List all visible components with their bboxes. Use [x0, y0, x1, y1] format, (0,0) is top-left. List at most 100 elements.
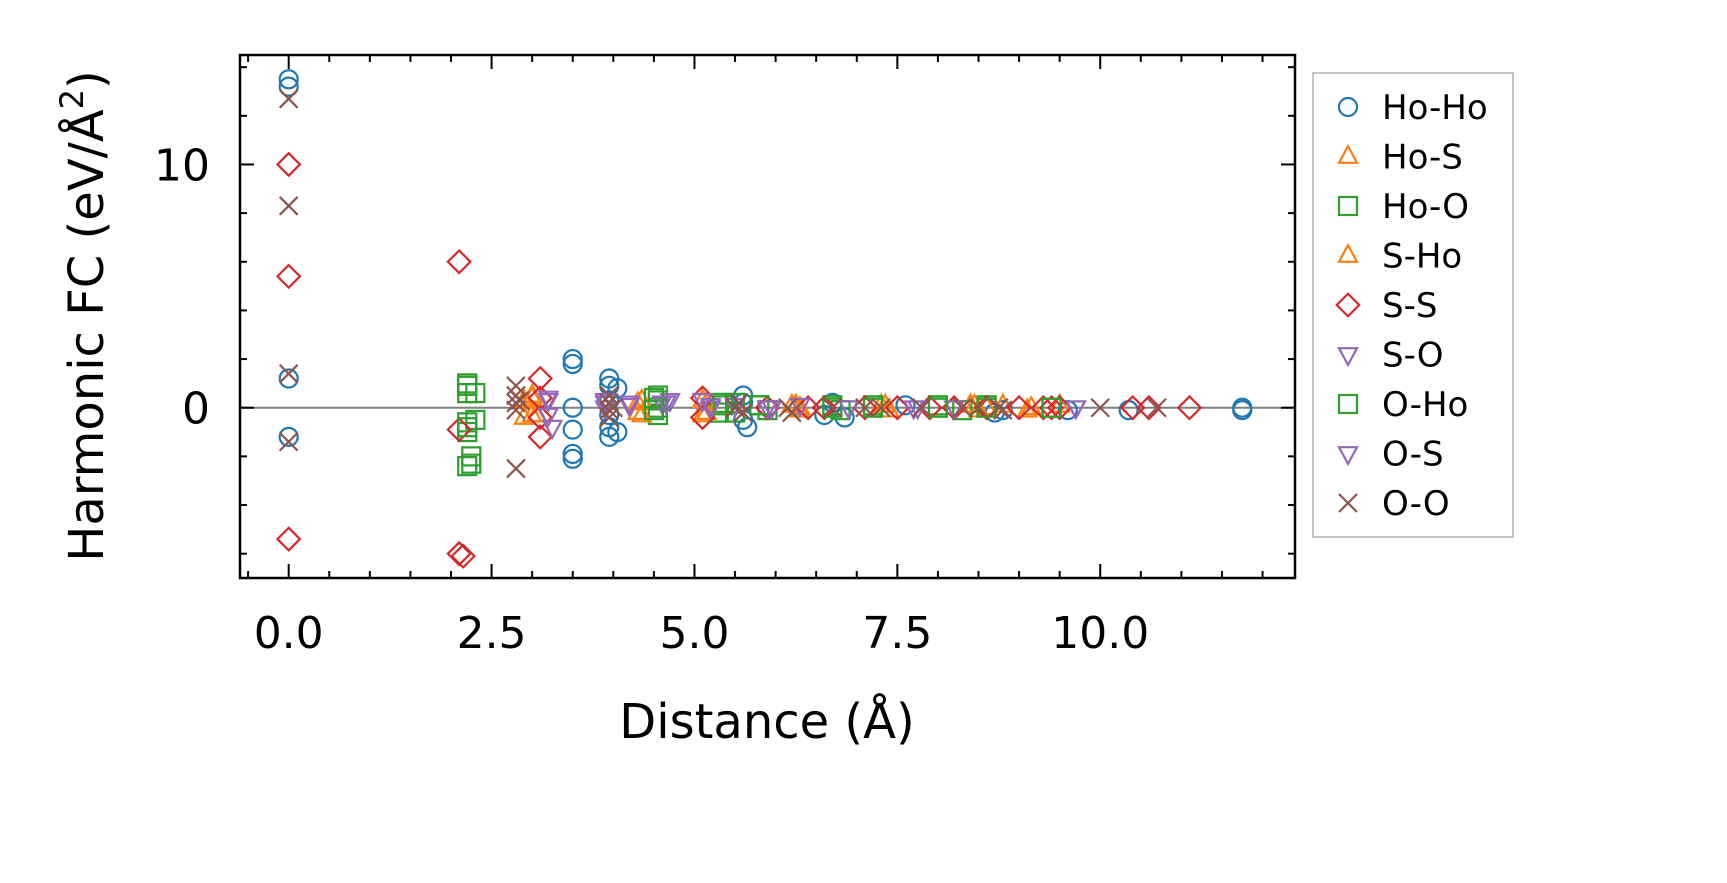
data-point: [607, 421, 628, 443]
data-point: [837, 400, 860, 421]
legend-marker: [1337, 446, 1359, 467]
data-point: [1136, 394, 1162, 421]
legend-item: O-O: [1338, 484, 1450, 524]
data-point: [278, 76, 299, 97]
y-axis-title-closing: ): [59, 70, 115, 89]
data-point: [541, 419, 564, 440]
data-point: [506, 393, 526, 413]
data-point: [630, 402, 653, 423]
data-point: [461, 453, 482, 474]
legend-label: Ho-O: [1382, 187, 1469, 227]
series-ho-ho: [278, 69, 1253, 469]
data-point: [537, 393, 560, 414]
legend-label: S-Ho: [1382, 237, 1462, 277]
data-point: [562, 448, 583, 469]
legend-label: O-O: [1382, 484, 1450, 524]
legend-marker: [1337, 347, 1359, 368]
legend-marker: [1338, 493, 1358, 513]
data-point: [989, 397, 1009, 418]
data-point: [699, 400, 722, 421]
x-tick-label: 2.5: [457, 608, 527, 659]
data-point: [562, 353, 583, 375]
data-point: [446, 248, 472, 275]
data-point: [527, 404, 554, 431]
tick-labels-layer: 0.0 2.5 5.0 7.5 10.0 0 10: [154, 140, 1149, 659]
data-point: [789, 397, 811, 418]
data-point: [275, 151, 302, 178]
data-point: [506, 458, 526, 479]
data-point: [275, 263, 302, 290]
data-point: [275, 526, 302, 552]
data-point: [1038, 394, 1065, 421]
y-axis-title-superscript: 2: [53, 89, 91, 109]
y-tick-label: 10: [154, 140, 210, 191]
data-point: [278, 363, 299, 384]
data-point: [822, 397, 843, 418]
data-point: [626, 390, 649, 411]
data-point: [278, 69, 299, 90]
data-point: [278, 196, 299, 216]
data-point: [599, 407, 620, 428]
data-point: [562, 443, 583, 465]
data-point: [599, 400, 620, 420]
data-point: [1090, 397, 1111, 418]
data-point: [527, 424, 554, 450]
legend-item: Ho-S: [1337, 138, 1463, 178]
data-point: [729, 393, 749, 413]
legend-label: S-O: [1382, 336, 1444, 376]
data-point: [760, 400, 783, 421]
data-point: [599, 385, 620, 406]
data-point: [855, 397, 875, 418]
x-tick-label: 10.0: [1051, 608, 1149, 659]
data-point: [952, 397, 973, 418]
data-point: [537, 390, 560, 411]
data-point: [506, 376, 526, 396]
data-point: [782, 402, 802, 423]
data-point: [527, 365, 554, 392]
data-point: [506, 400, 526, 420]
data-point: [927, 397, 949, 418]
data-point: [446, 416, 472, 443]
data-point: [895, 395, 916, 416]
legend-marker: [1337, 393, 1359, 415]
data-points-layer: [275, 69, 1253, 569]
y-axis-title: Harmonic FC (eV/Å2): [53, 70, 115, 562]
data-point: [510, 390, 530, 411]
y-tick-label: 0: [182, 384, 210, 435]
y-axis-title-main: Harmonic FC (eV/Å: [58, 109, 115, 562]
data-point: [562, 419, 583, 440]
data-point: [618, 395, 641, 416]
legend-label: S-S: [1382, 286, 1437, 326]
legend-item: Ho-O: [1337, 187, 1469, 227]
legend-label: Ho-Ho: [1382, 88, 1488, 128]
data-point: [1041, 397, 1062, 418]
legend-marker: [1337, 242, 1359, 263]
data-point: [562, 348, 583, 370]
data-point: [943, 400, 965, 421]
legend-item: O-S: [1337, 435, 1444, 475]
data-point: [655, 395, 677, 416]
data-point: [457, 417, 478, 438]
data-point: [659, 393, 681, 414]
data-point: [1176, 394, 1203, 421]
x-tick-label: 5.0: [659, 608, 729, 659]
x-axis-title: Distance (Å): [619, 693, 914, 750]
data-point: [993, 400, 1013, 420]
legend-marker: [1337, 195, 1359, 217]
data-point: [278, 89, 299, 109]
data-point: [446, 540, 472, 567]
data-point: [968, 397, 989, 418]
legend-marker: [1337, 96, 1359, 118]
data-point: [1147, 397, 1167, 418]
series-o-o: [278, 89, 1167, 479]
x-tick-label: 0.0: [254, 608, 324, 659]
x-tick-label: 7.5: [862, 608, 932, 659]
data-point: [278, 426, 299, 448]
data-point: [643, 387, 664, 409]
data-point: [1065, 400, 1087, 421]
data-point: [643, 400, 664, 421]
legend: Ho-Ho Ho-S Ho-O S-Ho S-S S-O O-Ho O-S O-O: [1312, 72, 1514, 538]
data-point: [457, 375, 478, 396]
data-point: [1232, 400, 1253, 421]
